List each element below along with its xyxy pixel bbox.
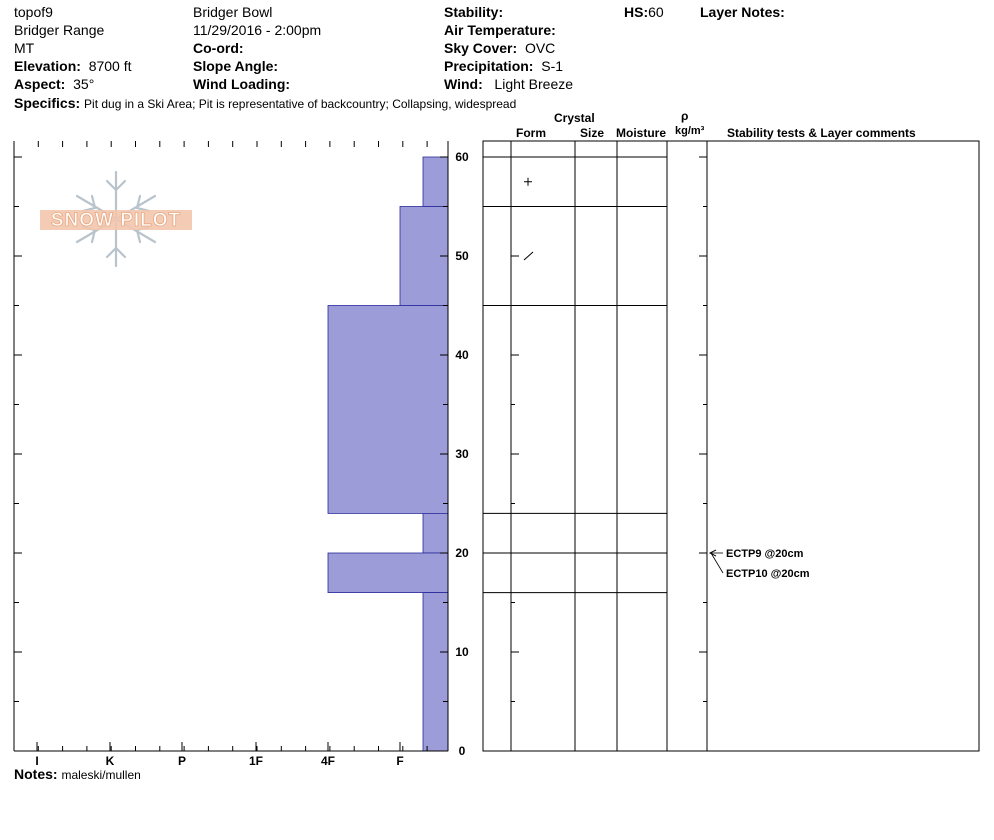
aspect-value: 35° — [73, 76, 95, 92]
elevation-value: 8700 ft — [88, 58, 132, 74]
hardness-bar — [422, 592, 449, 752]
moisture-header: Moisture — [616, 126, 667, 140]
aspect-label: Aspect: — [14, 76, 66, 92]
layer-notes-label: Layer Notes: — [700, 4, 785, 20]
rho-header: ρ — [681, 109, 689, 123]
crystal-form-symbol — [523, 251, 534, 261]
wind-value: Light Breeze — [494, 76, 574, 92]
hardness-tick-label: 1F — [249, 754, 263, 768]
hardness-bar — [327, 552, 449, 593]
observation-datetime: 11/29/2016 - 2:00pm — [193, 22, 322, 38]
wind-row: Wind: Light Breeze — [444, 76, 573, 92]
specifics-row: Specifics: Pit dug in a Ski Area; Pit is… — [14, 95, 516, 112]
layer-table-frame — [482, 140, 980, 752]
state-name: MT — [14, 40, 35, 56]
hardness-tick-label: F — [396, 754, 403, 768]
density-unit-header: kg/m³ — [675, 125, 705, 137]
location-name: Bridger Bowl — [193, 4, 273, 20]
hardness-bar — [422, 513, 449, 554]
logo-text: SNOW PILOT — [51, 210, 181, 231]
depth-tick-label: 30 — [455, 447, 469, 461]
depth-tick-label: 60 — [455, 150, 469, 164]
hardness-tick-label: P — [178, 754, 186, 768]
stability-label: Stability: — [444, 4, 504, 20]
wind-loading-label: Wind Loading: — [193, 76, 291, 92]
depth-tick-label: 0 — [459, 744, 466, 758]
pit-name: topof9 — [14, 4, 53, 20]
air-temperature-label: Air Temperature: — [444, 22, 556, 38]
comments-header: Stability tests & Layer comments — [727, 126, 916, 140]
size-header: Size — [580, 126, 605, 140]
hardness-bar — [422, 156, 449, 207]
depth-tick-label: 50 — [455, 249, 469, 263]
hardness-tick-label: I — [35, 754, 38, 768]
slope-angle-label: Slope Angle: — [193, 58, 279, 74]
hs-row: HS:60 — [624, 4, 664, 20]
sky-cover-value: OVC — [524, 40, 556, 56]
stability-test-leader — [710, 552, 724, 574]
stability-test-label: ECTP9 @20cm — [726, 548, 804, 560]
aspect-row: Aspect: 35° — [14, 76, 94, 92]
depth-tick-label: 20 — [455, 546, 469, 560]
specifics-text: Pit dug in a Ski Area; Pit is representa… — [84, 97, 517, 111]
form-header: Form — [516, 126, 546, 140]
hs-label: HS: — [624, 4, 649, 20]
depth-tick-label: 40 — [455, 348, 469, 362]
elevation-row: Elevation: 8700 ft — [14, 58, 132, 74]
stability-test-label: ECTP10 @20cm — [726, 568, 810, 580]
elevation-label: Elevation: — [14, 58, 81, 74]
precipitation-row: Precipitation: S-1 — [444, 58, 563, 74]
stability-test-arrow — [709, 549, 717, 557]
precipitation-value: S-1 — [541, 58, 564, 74]
notes-label: Notes: — [14, 766, 58, 782]
hardness-tick-label: K — [106, 754, 115, 768]
notes-row: Notes: maleski/mullen — [14, 766, 141, 783]
specifics-label: Specifics: — [14, 95, 81, 111]
wind-label: Wind: — [444, 76, 483, 92]
hardness-bar — [327, 305, 449, 514]
coord-label: Co-ord: — [193, 40, 244, 56]
notes-text: maleski/mullen — [61, 768, 141, 782]
sky-cover-label: Sky Cover: — [444, 40, 518, 56]
range-name: Bridger Range — [14, 22, 105, 38]
hs-value: 60 — [648, 4, 664, 20]
snowpilot-logo: SNOW PILOT — [40, 170, 192, 268]
depth-tick-label: 10 — [455, 645, 469, 659]
sky-cover-row: Sky Cover: OVC — [444, 40, 555, 56]
precipitation-label: Precipitation: — [444, 58, 534, 74]
crystal-header: Crystal — [554, 111, 595, 125]
hardness-tick-label: 4F — [321, 754, 335, 768]
